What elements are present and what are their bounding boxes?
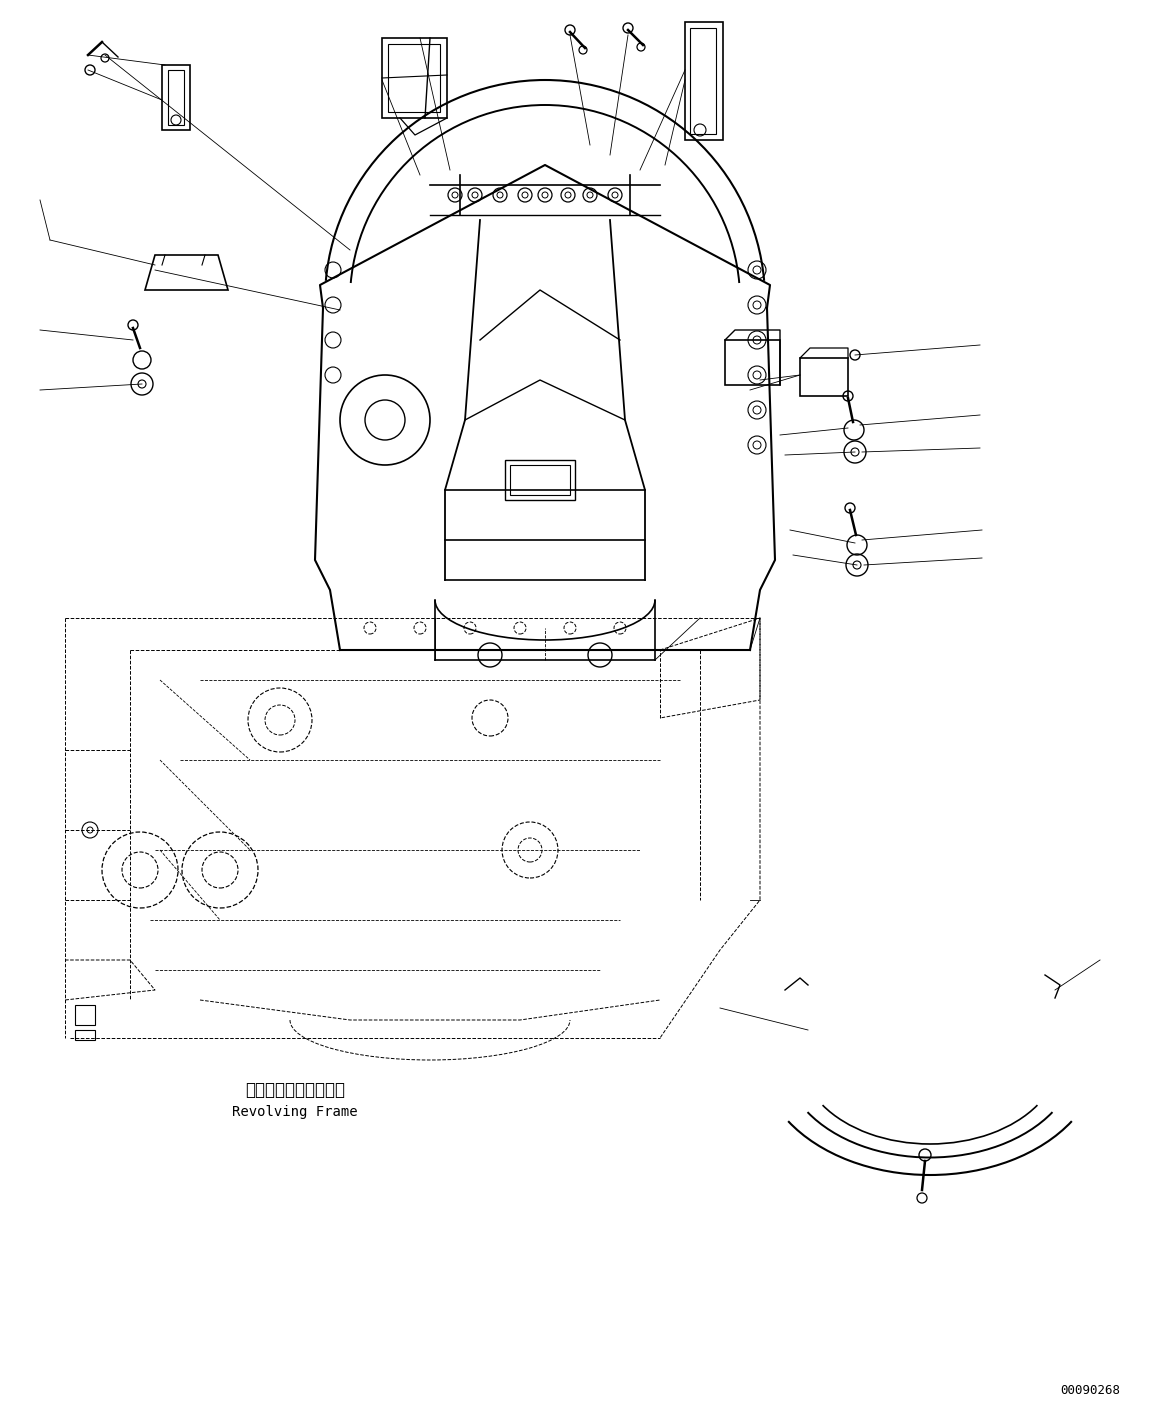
Text: 00090268: 00090268 xyxy=(1059,1384,1120,1396)
Bar xyxy=(388,44,440,112)
Bar xyxy=(162,65,190,130)
Bar xyxy=(685,23,723,140)
Bar xyxy=(74,1029,95,1041)
Bar xyxy=(511,465,570,496)
Bar xyxy=(74,1005,95,1025)
Bar xyxy=(167,71,184,126)
Bar xyxy=(725,340,780,385)
Bar xyxy=(381,38,447,119)
Text: Revolving Frame: Revolving Frame xyxy=(233,1106,358,1118)
Bar xyxy=(800,359,848,395)
Bar xyxy=(690,28,716,134)
Text: レボルビングフレーム: レボルビングフレーム xyxy=(245,1082,345,1099)
Bar xyxy=(505,460,575,500)
